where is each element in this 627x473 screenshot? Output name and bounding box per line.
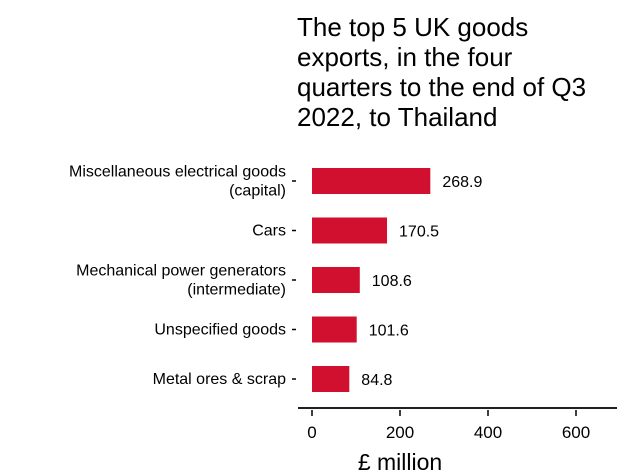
bar bbox=[312, 316, 357, 343]
category-label: Metal ores & scrap bbox=[153, 371, 286, 388]
value-label: 268.9 bbox=[442, 174, 482, 191]
category-label: Miscellaneous electrical goods (capital) bbox=[69, 164, 286, 200]
value-label: 84.8 bbox=[361, 372, 392, 389]
x-tick-label: 400 bbox=[474, 423, 502, 442]
chart-title-line: 2022, to Thailand bbox=[297, 102, 498, 132]
x-tick-label: 0 bbox=[307, 423, 316, 442]
chart-title-line: The top 5 UK goods bbox=[297, 12, 529, 42]
chart-title-line: quarters to the end of Q3 bbox=[297, 72, 587, 102]
bar bbox=[312, 267, 360, 293]
bar bbox=[312, 366, 350, 392]
value-label: 108.6 bbox=[372, 273, 412, 290]
x-tick-label: 200 bbox=[386, 423, 414, 442]
value-label: 170.5 bbox=[399, 224, 439, 241]
bar bbox=[312, 168, 431, 194]
category-label: Cars bbox=[252, 223, 286, 240]
x-tick-label: 600 bbox=[562, 423, 590, 442]
category-label: Mechanical power generators (intermediate… bbox=[76, 263, 286, 299]
value-label: 101.6 bbox=[369, 323, 409, 340]
chart-title: The top 5 UK goods exports, in the four … bbox=[297, 12, 623, 132]
bar bbox=[312, 217, 388, 244]
x-axis-title: £ million bbox=[358, 449, 442, 473]
category-label: Unspecified goods bbox=[154, 322, 286, 339]
chart-title-line: exports, in the four bbox=[297, 42, 513, 72]
